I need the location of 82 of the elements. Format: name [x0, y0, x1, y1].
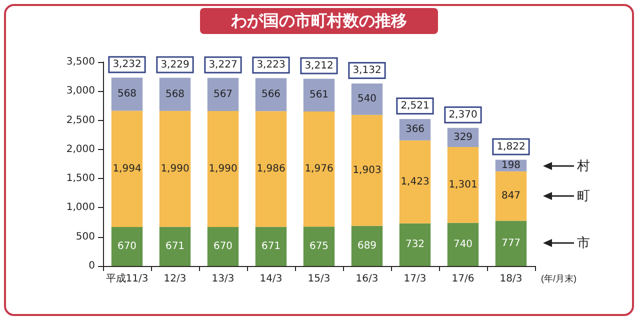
y-tick-label: 1,500: [66, 173, 95, 184]
bar: [303, 111, 335, 227]
data-label: 567: [213, 88, 233, 100]
bar: [111, 110, 143, 227]
total-label: 3,229: [160, 59, 190, 70]
text: 市: [577, 235, 590, 252]
x-tick-label: 17/6: [452, 274, 474, 284]
text: 村: [577, 158, 590, 175]
x-tick-label: 12/3: [164, 274, 186, 284]
data-label: 675: [309, 240, 329, 252]
data-label: 1,301: [448, 179, 478, 190]
data-label: 671: [165, 240, 185, 252]
y-tick-label: 1,000: [66, 202, 95, 214]
y-tick-label: 3,000: [66, 86, 95, 97]
total-label: 3,223: [256, 60, 286, 71]
data-label: 777: [501, 238, 521, 249]
bar: [159, 78, 191, 111]
x-tick-label: 13/3: [212, 274, 234, 284]
bar: [255, 78, 287, 112]
data-label: 329: [453, 132, 473, 143]
bar: [303, 78, 335, 112]
data-label: 1,423: [400, 176, 430, 188]
data-label: 1,990: [208, 163, 238, 174]
data-label: 1,976: [304, 164, 334, 175]
total-label: 3,227: [208, 59, 238, 70]
data-label: 670: [117, 240, 137, 252]
x-tick-label: 14/3: [260, 274, 282, 284]
data-label: 198: [501, 160, 521, 172]
bar: [495, 220, 527, 266]
data-label: 847: [501, 190, 521, 202]
data-label: 568: [117, 88, 137, 100]
x-tick-label: 18/3: [500, 274, 522, 284]
data-label: 566: [261, 89, 281, 100]
x-tick-label: 平成11/3: [106, 272, 148, 284]
data-label: 1,903: [352, 164, 382, 176]
bar: [399, 140, 431, 224]
bar: [447, 147, 479, 223]
total-label: 2,521: [400, 100, 430, 112]
total-label: 1,822: [496, 141, 526, 152]
bar: [111, 226, 143, 266]
total-label: 3,232: [112, 59, 142, 70]
chart-title: わが国の市町村数の推移: [200, 8, 438, 34]
bar: [159, 226, 191, 266]
y-tick-label: 3,500: [66, 56, 95, 68]
total-label: 3,212: [304, 60, 334, 72]
bar: [399, 223, 431, 266]
data-label: 1,990: [160, 163, 190, 174]
y-tick-label: 2,500: [66, 114, 95, 126]
x-tick-label: 15/3: [308, 274, 330, 284]
data-label: 1,986: [256, 164, 286, 175]
bar: [495, 171, 527, 221]
data-label: 740: [453, 238, 473, 250]
bar: [351, 83, 383, 115]
bar: [351, 114, 383, 226]
data-label: 568: [165, 88, 185, 100]
bar: [255, 226, 287, 266]
data-label: 366: [405, 124, 425, 136]
bar: [159, 110, 191, 227]
bar: [207, 78, 239, 111]
total-label: 3,132: [352, 64, 382, 76]
y-tick-label: 500: [76, 231, 95, 242]
bar: [255, 111, 287, 227]
bar: [207, 110, 239, 227]
x-tick-label: 17/3: [404, 274, 426, 284]
bar: [351, 226, 383, 266]
data-label: 670: [213, 240, 233, 252]
bar: [207, 226, 239, 266]
data-label: 540: [357, 94, 377, 105]
text: 町: [577, 188, 590, 206]
bar: [447, 222, 479, 266]
data-label: 732: [405, 239, 425, 250]
y-tick-label: 2,000: [66, 144, 95, 155]
bar: [111, 78, 143, 111]
total-label: 2,370: [448, 109, 478, 120]
data-label: 671: [261, 240, 281, 252]
x-tick-label: 16/3: [356, 274, 378, 284]
data-label: 561: [309, 90, 329, 101]
data-label: 1,994: [112, 163, 142, 174]
x-axis-title: (年/月末): [541, 274, 576, 284]
bar: [303, 226, 335, 266]
y-tick-label: 0: [88, 260, 95, 272]
data-label: 689: [357, 240, 377, 252]
